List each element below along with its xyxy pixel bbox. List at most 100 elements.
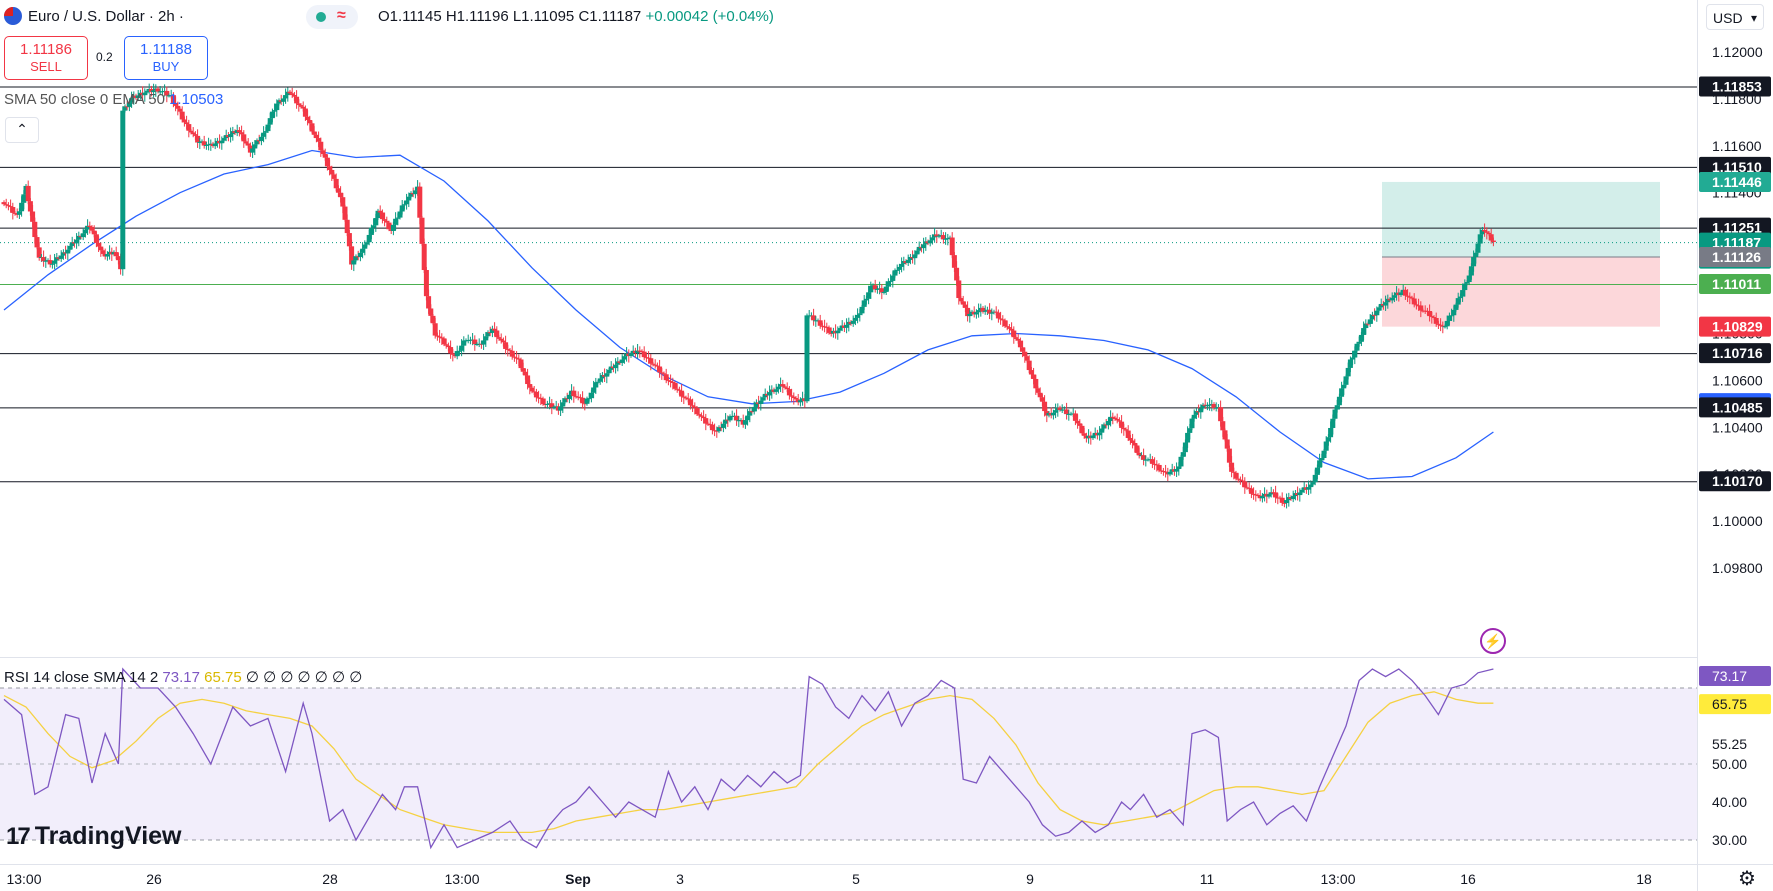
candle-body	[1323, 441, 1329, 451]
candle-body	[907, 256, 913, 260]
candle-body	[142, 92, 148, 96]
candle-body	[349, 246, 355, 265]
candle-body	[289, 93, 295, 95]
horizontal-lines[interactable]	[0, 86, 1697, 483]
long-position-tool[interactable]	[1382, 181, 1660, 327]
price-tick: 1.09800	[1712, 560, 1763, 576]
candle-body	[1220, 421, 1226, 431]
candle-body	[1193, 411, 1199, 415]
candle-body	[1468, 266, 1474, 276]
price-axis-ticks[interactable]: 1.120001.118001.116001.114001.112001.110…	[1712, 44, 1763, 576]
candle-body	[1345, 367, 1351, 377]
candle-body	[1090, 435, 1096, 439]
candle-body	[892, 270, 898, 276]
candle-body	[1341, 384, 1347, 389]
candle-body	[619, 359, 625, 363]
candle-body	[584, 398, 590, 404]
candle-body	[272, 110, 278, 112]
candle-body	[1385, 298, 1391, 303]
candle-body	[709, 424, 715, 431]
candle-body	[1290, 496, 1296, 500]
ma-legend[interactable]: SMA 50 close 0 EMA 50 1.10503	[4, 91, 223, 108]
sma-50-path	[3, 149, 1494, 480]
candle-body	[742, 420, 748, 425]
candle-body	[533, 391, 539, 398]
tradingview-logo[interactable]: 17 TradingView	[6, 822, 182, 851]
candle-body	[1376, 307, 1382, 311]
candle-body	[916, 246, 922, 251]
candle-body	[874, 288, 880, 290]
candle-body	[879, 288, 885, 293]
ohlc-readout: O1.11145 H1.11196 L1.11095 C1.11187 +0.0…	[378, 8, 774, 25]
candle-body	[144, 90, 150, 93]
sell-button[interactable]: 1.11186 SELL	[4, 36, 88, 80]
price-tick: 1.10600	[1712, 372, 1763, 388]
candle-body	[804, 315, 810, 402]
candle-body	[43, 260, 49, 262]
candle-body	[27, 201, 33, 212]
time-label: 16	[1460, 871, 1476, 887]
candle-body	[239, 132, 245, 135]
candle-body	[12, 212, 18, 214]
candle-body	[428, 308, 434, 316]
candle-body	[393, 218, 399, 225]
candle-body	[1479, 230, 1485, 235]
currency-select[interactable]: USD	[1706, 4, 1764, 31]
candle-body	[302, 108, 308, 117]
candle-body	[643, 357, 649, 359]
candle-body	[1363, 323, 1369, 329]
candle-body	[965, 307, 971, 317]
candle-body	[703, 418, 709, 424]
candle-body	[1105, 421, 1111, 426]
candle-body	[1361, 328, 1367, 335]
candle-body	[1442, 326, 1448, 328]
candle-body	[1244, 487, 1250, 489]
candle-body	[1136, 452, 1142, 456]
candle-body	[676, 389, 682, 391]
time-label: 13:00	[444, 871, 479, 887]
candle-body	[811, 315, 817, 321]
candle-body	[338, 192, 344, 198]
candle-body	[531, 391, 537, 393]
time-axis-labels[interactable]: 13:00 26 28 13:00 Sep 3 5 9 11 13:00 16 18	[6, 871, 1652, 887]
market-status-pill[interactable]: ≈	[306, 5, 358, 29]
lightning-icon[interactable]: ⚡	[1480, 628, 1506, 654]
candle-body	[1413, 304, 1419, 306]
eurusd-flag-icon[interactable]	[4, 7, 22, 25]
candle-body	[1141, 455, 1147, 460]
candle-body	[954, 267, 960, 281]
candle-body	[835, 330, 841, 334]
price-label-text: 1.10829	[1712, 319, 1763, 335]
chevron-up-icon[interactable]: ⌃	[5, 117, 39, 143]
candle-body	[1022, 351, 1028, 357]
candle-body	[681, 396, 687, 398]
candle-body	[1246, 487, 1252, 489]
candle-body	[115, 256, 121, 261]
candle-body	[1149, 459, 1155, 464]
candle-body	[573, 396, 579, 398]
candle-body	[1460, 290, 1466, 297]
candle-body	[285, 91, 291, 96]
candle-body	[520, 368, 526, 372]
candle-body	[1446, 315, 1452, 321]
symbol-title[interactable]: Euro / U.S. Dollar · 2h ·	[28, 8, 184, 25]
rsi-legend[interactable]: RSI 14 close SMA 14 2 73.17 65.75 ∅ ∅ ∅ …	[4, 668, 362, 686]
candle-body	[1268, 492, 1274, 495]
candle-body	[335, 188, 341, 193]
candle-body	[10, 207, 16, 213]
gear-icon[interactable]: ⚙	[1738, 868, 1756, 890]
candle-body	[1259, 496, 1265, 499]
candle-body	[1391, 295, 1397, 298]
candle-body	[1125, 430, 1131, 438]
candle-body	[705, 423, 711, 425]
buy-button[interactable]: 1.11188 BUY	[124, 36, 208, 80]
candle-body	[241, 134, 247, 142]
candle-body	[434, 335, 440, 337]
candle-body	[868, 285, 874, 293]
candle-body	[1273, 492, 1279, 498]
candle-body	[21, 194, 27, 203]
candle-body	[1242, 481, 1248, 488]
candle-body	[599, 375, 605, 379]
candle-body	[300, 106, 306, 109]
